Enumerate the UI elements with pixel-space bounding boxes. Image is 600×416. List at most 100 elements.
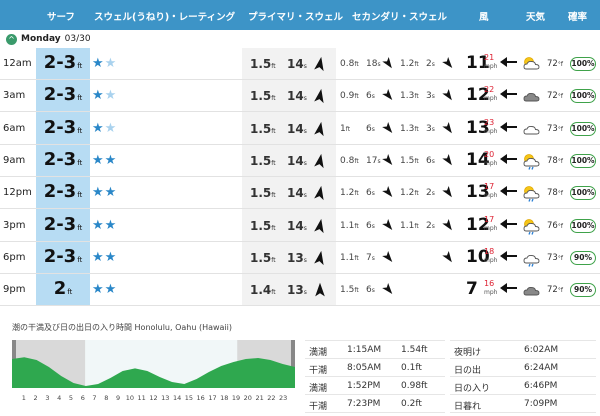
wind-gust-value: 18 bbox=[484, 246, 495, 256]
star-filled-icon: ★ bbox=[92, 152, 105, 168]
wind-speed: 12 bbox=[466, 85, 490, 106]
wind-speed: 11 bbox=[466, 53, 490, 73]
surf-column bbox=[36, 48, 90, 306]
primary-swell-period: 13s bbox=[287, 283, 307, 298]
star-filled-icon: ★ bbox=[104, 185, 118, 201]
star-filled-icon: ★ bbox=[92, 217, 105, 233]
unit-temp: °f bbox=[557, 125, 563, 133]
header-probability: 確率 bbox=[568, 12, 588, 23]
tide-hour-label: 6 bbox=[81, 394, 85, 402]
star-filled-icon: ★ bbox=[92, 282, 105, 298]
primary-swell-direction-icon bbox=[314, 153, 324, 169]
wind-gust-value: 23 bbox=[484, 117, 495, 127]
tide-height: 0.98ft bbox=[401, 381, 428, 391]
surf-height: 2-3ft bbox=[43, 84, 83, 106]
secondary-swell-height: 1.5ft bbox=[400, 155, 419, 166]
unit-ft: ft bbox=[271, 192, 276, 200]
secondary-swell-height: 1.1ft bbox=[340, 220, 359, 231]
secondary-swell-period: 2s bbox=[426, 59, 435, 69]
unit-s: s bbox=[431, 93, 435, 101]
sun-rain-icon bbox=[523, 218, 540, 235]
secondary-swell-period: 6s bbox=[366, 285, 375, 296]
secondary-swell-height: 0.9ft bbox=[340, 91, 359, 102]
star-filled-icon: ★ bbox=[104, 217, 118, 233]
probability-badge: 100% bbox=[570, 153, 596, 168]
probability-badge: 100% bbox=[570, 57, 596, 71]
tide-height: 1.54ft bbox=[401, 345, 428, 355]
forecast-row: 12am 2-3ft ★★ 1.5ft 14s 0.8ft 18s 1.2ft 2s 11 21 mp… bbox=[0, 48, 600, 80]
unit-ft: ft bbox=[414, 125, 419, 133]
unit-ft: ft bbox=[271, 159, 276, 167]
unit-ft: ft bbox=[414, 190, 419, 198]
unit-ft: ft bbox=[354, 61, 359, 68]
secondary-swell-period: 6s bbox=[426, 155, 435, 166]
unit-s: s bbox=[431, 125, 435, 133]
cloud-icon bbox=[523, 93, 540, 102]
primary-swell-period: 14s bbox=[287, 89, 307, 104]
row-time: 9pm bbox=[3, 284, 26, 296]
swell-rating: ★★ bbox=[92, 282, 117, 297]
tide-hour-label: 22 bbox=[267, 394, 275, 402]
unit-temp: °f bbox=[557, 222, 563, 230]
primary-swell-period: 14s bbox=[287, 57, 307, 71]
unit-temp: °f bbox=[557, 61, 563, 68]
wind-direction-icon bbox=[500, 250, 517, 261]
tide-row: 干潮 8:05AM 0.1ft bbox=[305, 359, 445, 377]
sun-rain-icon bbox=[523, 153, 540, 170]
secondary-swell-period: 6s bbox=[366, 123, 375, 134]
sun-label: 日の入り bbox=[454, 384, 491, 394]
tide-hour-label: 7 bbox=[92, 394, 96, 402]
tide-type: 満潮 bbox=[309, 348, 328, 358]
unit-s: s bbox=[431, 157, 435, 165]
primary-swell-period: 14s bbox=[287, 153, 307, 168]
secondary-swell-height: 1.3ft bbox=[400, 123, 419, 134]
unit-ft: ft bbox=[354, 190, 359, 198]
tide-hour-label: 1 bbox=[22, 394, 26, 402]
primary-swell-direction-icon bbox=[314, 218, 324, 233]
unit-s: s bbox=[303, 289, 307, 297]
tide-hour-label: 8 bbox=[104, 394, 108, 402]
sun-row: 日の出 6:24AM bbox=[450, 359, 596, 377]
secondary-swell-period: 3s bbox=[426, 91, 435, 102]
probability-badge: 100% bbox=[570, 186, 596, 201]
header-primary-swell: プライマリ・スウェル bbox=[248, 12, 344, 23]
header-weather: 天気 bbox=[526, 12, 546, 23]
sun-table: 夜明け 6:02AM 日の出 6:24AM 日の入り 6:46PM 日暮れ 7:09PM bbox=[450, 340, 596, 413]
unit-s: s bbox=[303, 224, 307, 232]
unit-ft: ft bbox=[354, 254, 359, 262]
primary-swell-direction-icon bbox=[314, 186, 324, 201]
tide-row: 満潮 1:15AM 1.54ft bbox=[305, 341, 445, 359]
tide-hour-label: 21 bbox=[255, 394, 263, 402]
unit-s: s bbox=[303, 63, 307, 70]
wind-gust: 17 mph bbox=[484, 215, 497, 233]
primary-swell-direction-icon bbox=[315, 282, 325, 297]
probability-badge: 90% bbox=[570, 283, 596, 298]
collapse-icon[interactable]: ^ bbox=[6, 33, 17, 45]
swell-rating: ★★ bbox=[92, 56, 117, 71]
unit-temp: °f bbox=[557, 287, 563, 295]
unit-ft: ft bbox=[414, 61, 419, 68]
secondary-swell-direction-icon bbox=[382, 57, 392, 69]
tide-hour-label: 23 bbox=[279, 394, 287, 402]
tide-row: 干潮 7:23PM 0.2ft bbox=[305, 395, 445, 413]
sun-row: 夜明け 6:02AM bbox=[450, 341, 596, 359]
row-time: 6pm bbox=[3, 251, 26, 263]
sun-time: 6:24AM bbox=[524, 363, 559, 373]
header-wind: 風 bbox=[479, 12, 489, 23]
wind-direction-icon bbox=[500, 218, 517, 229]
day-bar[interactable]: ^ Monday 03/30 bbox=[0, 30, 600, 48]
primary-swell-height: 1.5ft bbox=[250, 89, 276, 104]
star-empty-icon: ★ bbox=[104, 120, 118, 136]
surf-unit: ft bbox=[77, 62, 83, 70]
sun-rain-icon bbox=[523, 186, 540, 202]
probability-badge: 100% bbox=[570, 218, 596, 233]
surf-unit: ft bbox=[67, 288, 73, 297]
unit-temp: °f bbox=[557, 190, 563, 198]
unit-ft: ft bbox=[271, 289, 276, 297]
temperature: 73°f bbox=[547, 123, 563, 134]
sun-label: 夜明け bbox=[454, 348, 482, 358]
wind-speed: 7 bbox=[466, 279, 478, 300]
primary-swell-height: 1.5ft bbox=[250, 186, 276, 201]
primary-swell-height: 1.4ft bbox=[250, 283, 276, 298]
primary-swell-direction-icon bbox=[314, 56, 324, 72]
